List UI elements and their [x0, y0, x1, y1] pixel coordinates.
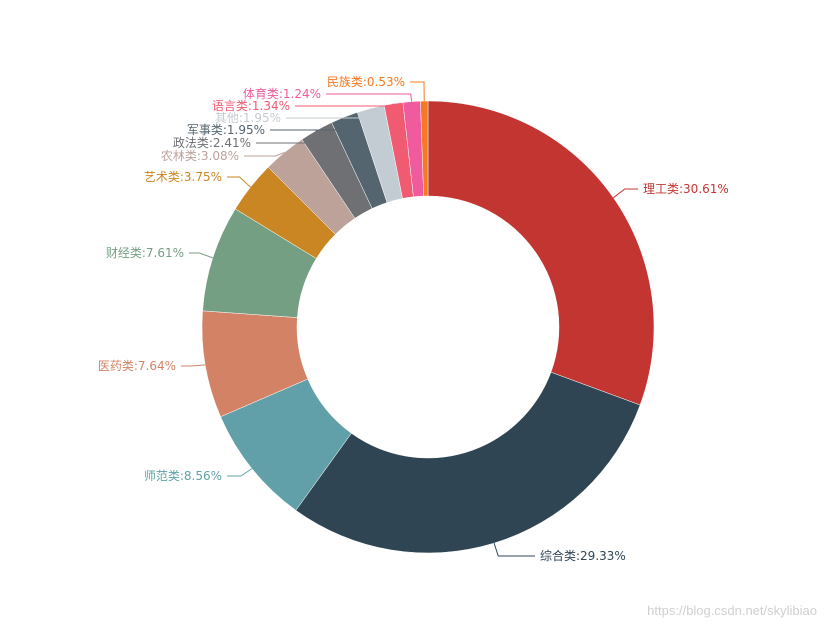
slice-label: 艺术类:3.75%	[144, 170, 222, 184]
slice-label: 政法类:2.41%	[173, 136, 251, 150]
label-line	[256, 130, 317, 144]
slice-label: 医药类:7.64%	[98, 359, 176, 373]
label-line	[326, 93, 413, 102]
slice-label: 其他:1.95%	[215, 111, 281, 125]
label-line	[295, 103, 394, 107]
label-line	[181, 364, 206, 367]
slice-label: 军事类:1.95%	[187, 123, 265, 137]
label-line	[227, 176, 251, 188]
label-line	[244, 152, 285, 157]
slice-label: 综合类:29.33%	[540, 548, 626, 563]
slice-民族类[interactable]	[420, 100, 429, 197]
slice-label: 财经类:7.61%	[106, 246, 184, 260]
slice-label: 师范类:8.56%	[144, 469, 222, 483]
slice-综合类[interactable]	[295, 371, 641, 554]
slice-理工类[interactable]	[427, 100, 655, 406]
label-line	[227, 468, 253, 477]
label-line	[189, 252, 213, 259]
label-line	[410, 81, 425, 102]
slice-label: 民族类:0.53%	[327, 75, 405, 89]
slice-label: 农林类:3.08%	[161, 149, 239, 163]
label-line	[286, 108, 372, 119]
label-line	[493, 542, 535, 557]
label-line	[270, 116, 345, 131]
slice-label: 体育类:1.24%	[243, 86, 321, 101]
watermark: https://blog.csdn.net/skylibiao	[647, 603, 817, 618]
slice-label: 理工类:30.61%	[643, 182, 729, 196]
slice-label: 语言类:1.34%	[212, 99, 290, 113]
label-line	[613, 188, 638, 199]
